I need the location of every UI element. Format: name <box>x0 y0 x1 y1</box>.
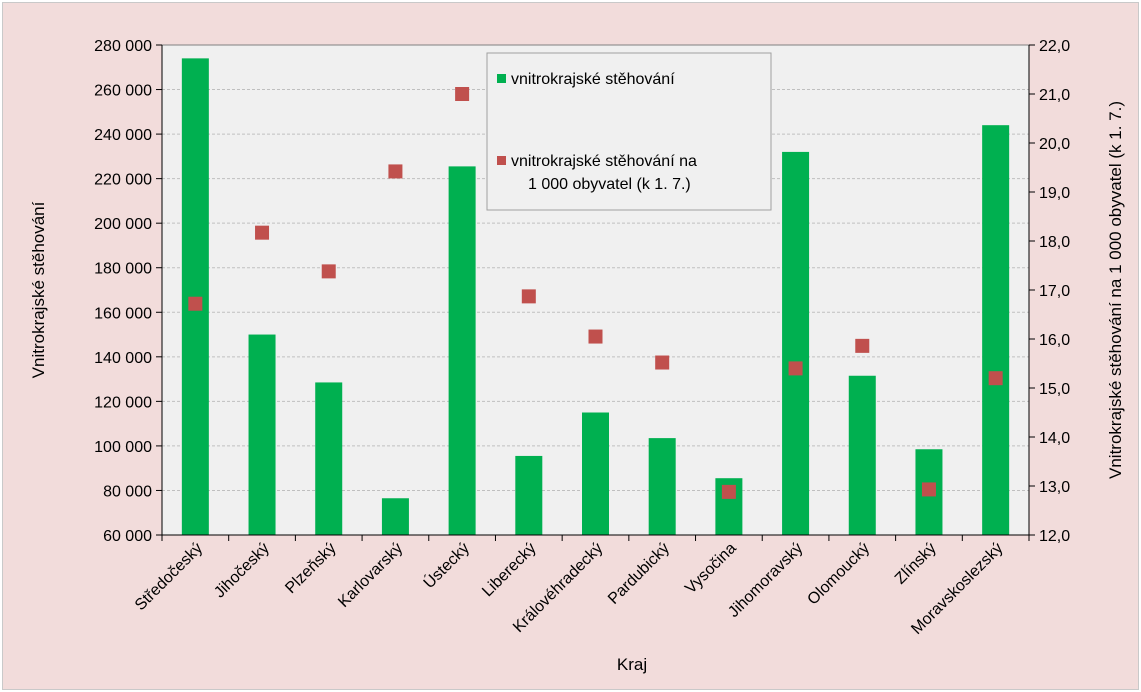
y-tick-label: 280 000 <box>94 38 152 55</box>
left-axis: 60 000 80 000 100 000 120 000 140 000 160 000… <box>94 38 163 545</box>
legend-box <box>486 52 772 211</box>
chart: 60 000 80 000 100 000 120 000 140 000 160 000… <box>3 3 1138 689</box>
legend: vnitrokrajské stěhování vnitrokrajské st… <box>486 52 772 211</box>
grid-lines <box>162 89 1029 491</box>
right-axis: 12,0 13,0 14,0 15,0 16,0 17,0 18,0 19,0 20,0 21,0… <box>1028 38 1070 545</box>
y-tick-label: 260 000 <box>94 83 152 100</box>
y2-tick-label: 16,0 <box>1039 332 1070 349</box>
bar <box>315 382 343 535</box>
bar <box>848 375 876 535</box>
y2-tick-label: 17,0 <box>1039 283 1070 300</box>
marker <box>388 164 403 179</box>
y-tick-label: 60 000 <box>103 528 152 545</box>
bar <box>248 334 276 535</box>
y2-axis-title: Vnitrokrajské stěhování na 1 000 obyvate… <box>1106 101 1125 479</box>
x-axis-title: Kraj <box>617 655 647 674</box>
marker <box>721 484 736 499</box>
y-tick-label: 120 000 <box>94 394 152 411</box>
y-tick-label: 180 000 <box>94 261 152 278</box>
y2-tick-label: 14,0 <box>1039 430 1070 447</box>
bar <box>448 166 476 536</box>
bar <box>782 151 810 535</box>
marker <box>455 87 470 101</box>
bar <box>381 498 409 535</box>
y2-tick-label: 19,0 <box>1039 185 1070 202</box>
y-tick-label: 160 000 <box>94 305 152 322</box>
legend-marker-swatch <box>497 156 506 165</box>
marker <box>588 329 603 344</box>
bars <box>181 58 1010 536</box>
markers <box>188 87 1003 499</box>
marker <box>788 361 803 376</box>
y2-tick-label: 22,0 <box>1039 38 1070 55</box>
marker <box>921 482 936 497</box>
marker <box>988 371 1003 386</box>
y-axis-title: Vnitrokrajské stěhování <box>29 201 48 378</box>
bar <box>982 125 1010 535</box>
legend-bar-label: vnitrokrajské stěhování <box>511 71 675 88</box>
y2-tick-label: 18,0 <box>1039 234 1070 251</box>
y-tick-label: 140 000 <box>94 350 152 367</box>
legend-bar-swatch <box>497 74 506 83</box>
y-tick-label: 200 000 <box>94 216 152 233</box>
bar <box>648 438 676 535</box>
y2-tick-label: 12,0 <box>1039 528 1070 545</box>
marker <box>855 338 870 353</box>
bar <box>582 412 609 535</box>
marker <box>655 355 670 370</box>
marker <box>321 264 336 279</box>
marker <box>521 289 536 304</box>
y2-tick-label: 21,0 <box>1039 87 1070 104</box>
y-tick-label: 100 000 <box>94 439 152 456</box>
marker <box>255 225 270 240</box>
y-tick-label: 240 000 <box>94 127 152 144</box>
y2-tick-label: 20,0 <box>1039 136 1070 153</box>
y2-tick-label: 15,0 <box>1039 381 1070 398</box>
marker <box>188 296 203 311</box>
y2-tick-label: 13,0 <box>1039 479 1070 496</box>
bar <box>181 58 209 535</box>
legend-marker-label-line2: 1 000 obyvatel (k 1. 7.) <box>528 176 691 193</box>
y-tick-label: 80 000 <box>103 483 152 500</box>
bar <box>515 455 543 535</box>
y-tick-label: 220 000 <box>94 172 152 189</box>
legend-marker-label-line1: vnitrokrajské stěhování na <box>511 153 697 170</box>
